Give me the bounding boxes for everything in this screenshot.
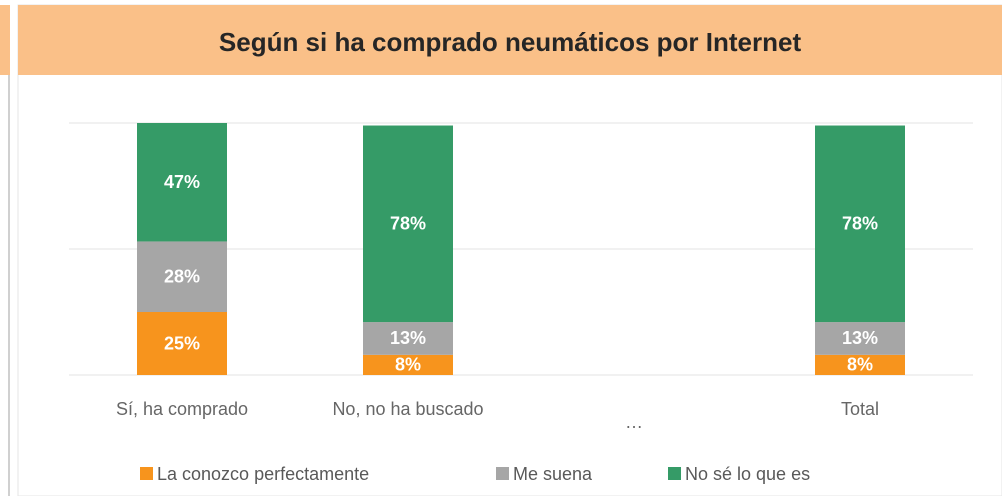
bar-segment — [363, 322, 453, 355]
data-label: 13% — [842, 328, 878, 348]
legend-swatch — [668, 467, 681, 480]
x-tick-label: … — [625, 412, 643, 432]
x-tick-label: Sí, ha comprado — [116, 399, 248, 419]
bar-segment — [815, 354, 905, 375]
legend-label: Me suena — [513, 464, 593, 484]
legend-swatch — [496, 467, 509, 480]
data-label: 25% — [164, 333, 200, 353]
bar-segment — [137, 123, 227, 242]
bar-segment — [137, 312, 227, 375]
bar-segment — [137, 241, 227, 312]
chart-title: Según si ha comprado neumáticos por Inte… — [219, 27, 802, 57]
bar-segment — [815, 125, 905, 323]
data-label: 8% — [395, 355, 421, 375]
side-strip — [0, 5, 10, 75]
data-label: 78% — [390, 214, 426, 234]
bar-segment — [815, 322, 905, 355]
header-band — [18, 5, 1002, 75]
data-label: 78% — [842, 214, 878, 234]
x-tick-label: No, no ha buscado — [332, 399, 483, 419]
data-label: 13% — [390, 328, 426, 348]
data-label: 28% — [164, 266, 200, 286]
legend-swatch — [140, 467, 153, 480]
bar-segment — [363, 354, 453, 375]
legend-label: La conozco perfectamente — [157, 464, 369, 484]
data-label: 47% — [164, 172, 200, 192]
x-tick-label: Total — [841, 399, 879, 419]
legend-label: No sé lo que es — [685, 464, 810, 484]
bar-segment — [363, 125, 453, 323]
data-label: 8% — [847, 355, 873, 375]
